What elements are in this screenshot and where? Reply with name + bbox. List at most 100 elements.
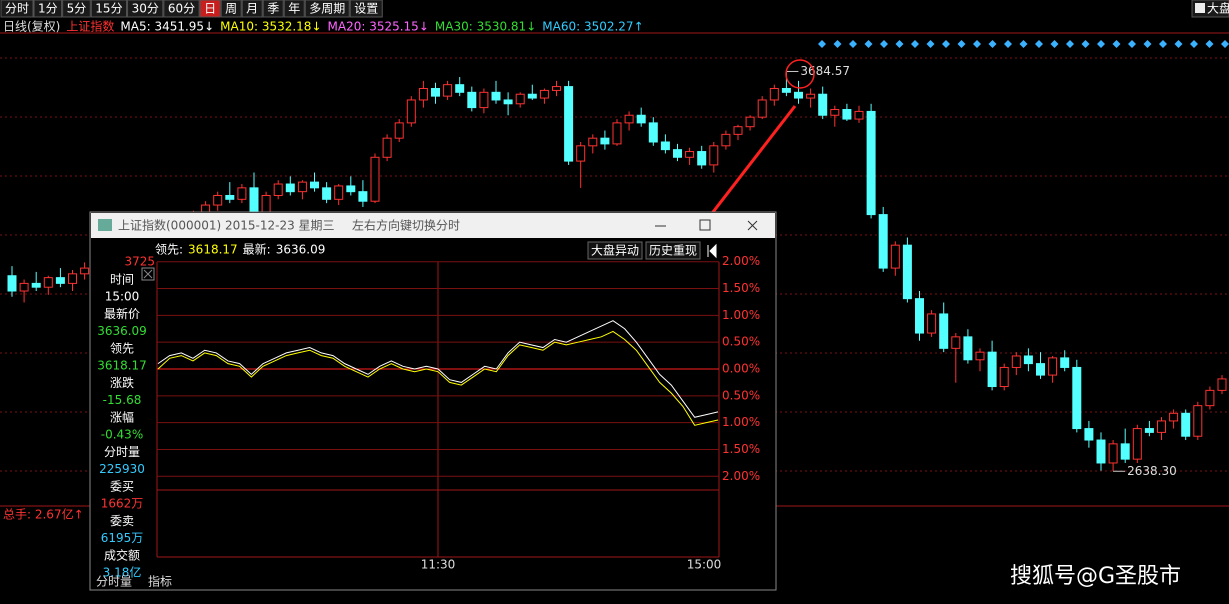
candle-body bbox=[1205, 389, 1215, 407]
candle-body bbox=[1144, 428, 1154, 433]
signal-diamond bbox=[957, 40, 966, 48]
toolbar-tab[interactable] bbox=[33, 0, 63, 18]
x-tick-label: 11:30 bbox=[421, 558, 456, 572]
candle-body bbox=[1096, 439, 1106, 464]
candle-body bbox=[334, 185, 344, 200]
candle-body bbox=[866, 110, 876, 216]
toolbar-tab[interactable] bbox=[304, 0, 350, 18]
candle-body bbox=[80, 267, 90, 275]
signal-diamond bbox=[988, 40, 997, 48]
candle-body bbox=[745, 116, 755, 128]
price-label: 3725 bbox=[124, 255, 155, 269]
panel-tab[interactable]: 分时量 bbox=[96, 575, 132, 589]
toolbar-tab[interactable] bbox=[262, 0, 284, 18]
ma-label: MA20: 3525.15↓ bbox=[328, 20, 429, 34]
panel-label: 委买 bbox=[110, 480, 134, 494]
ma-label: MA60: 3502.27↑ bbox=[542, 20, 643, 34]
candle-body bbox=[322, 187, 332, 200]
signal-diamond bbox=[1097, 40, 1105, 48]
signal-diamond bbox=[1159, 40, 1167, 48]
panel-label: 涨幅 bbox=[110, 410, 134, 425]
candle-body bbox=[902, 244, 912, 300]
candle-body bbox=[491, 91, 501, 101]
ma-label: MA30: 3530.81↓ bbox=[435, 20, 536, 34]
toolbar-tab[interactable] bbox=[220, 0, 242, 18]
candle-body bbox=[467, 91, 477, 109]
low-label: 2638.30 bbox=[1127, 464, 1177, 478]
signal-markers bbox=[818, 40, 1229, 48]
panel-label: 领先 bbox=[110, 342, 134, 356]
candle-body bbox=[673, 149, 682, 158]
index-name: 上证指数 bbox=[66, 19, 114, 34]
candle-body bbox=[19, 282, 29, 292]
signal-diamond bbox=[818, 40, 826, 48]
close-button[interactable] bbox=[747, 220, 758, 231]
candle-body bbox=[406, 99, 416, 124]
toolbar-tab[interactable] bbox=[349, 0, 383, 18]
toolbar-tab-label: 5分 bbox=[67, 2, 87, 16]
candle-body bbox=[443, 84, 453, 97]
candle-body bbox=[431, 87, 440, 97]
maximize-button[interactable] bbox=[699, 219, 711, 231]
candle-body bbox=[927, 313, 937, 334]
candle-body bbox=[818, 93, 828, 116]
candle-body bbox=[1132, 428, 1142, 460]
signal-diamond bbox=[1205, 40, 1214, 48]
candle-body bbox=[1181, 412, 1191, 437]
panel-close[interactable] bbox=[141, 267, 155, 281]
y-tick-label: 1.50% bbox=[722, 281, 760, 295]
toolbar-tab-label: 日 bbox=[204, 2, 216, 16]
toolbar-tab-label: 多周期 bbox=[309, 2, 345, 16]
candle-body bbox=[394, 122, 404, 139]
toolbar-right-label: 大盘 bbox=[1207, 1, 1229, 16]
popup-button-label: 大盘异动 bbox=[591, 243, 639, 258]
toolbar-tab[interactable] bbox=[163, 0, 200, 18]
candle-body bbox=[963, 336, 973, 361]
candle-body bbox=[600, 137, 610, 145]
toolbar-tab[interactable] bbox=[90, 0, 128, 18]
candle-body bbox=[576, 145, 586, 162]
toolbar-tab[interactable] bbox=[283, 0, 305, 18]
highlight-circle bbox=[785, 59, 815, 89]
toolbar-tab[interactable] bbox=[0, 0, 34, 18]
candle-body bbox=[1060, 357, 1070, 368]
candle-body bbox=[1084, 428, 1094, 441]
signal-diamond bbox=[1019, 40, 1028, 48]
toolbar-tab[interactable] bbox=[241, 0, 263, 18]
y-tick-label: 1.00% bbox=[722, 415, 760, 429]
candle-body bbox=[297, 181, 307, 193]
signal-diamond bbox=[973, 40, 981, 48]
candle-body bbox=[346, 185, 356, 193]
intraday-line bbox=[157, 320, 719, 418]
candle-body bbox=[503, 99, 513, 105]
signal-diamond bbox=[1035, 40, 1043, 48]
toolbar-tab[interactable] bbox=[62, 0, 91, 18]
panel-label: 成交额 bbox=[104, 548, 140, 563]
nav-icon[interactable] bbox=[707, 243, 717, 259]
candle-body bbox=[68, 273, 77, 284]
intraday-line bbox=[157, 330, 719, 426]
candle-body bbox=[757, 99, 767, 118]
toolbar-tab-label: 周 bbox=[225, 2, 237, 16]
candle-body bbox=[358, 191, 368, 202]
ma-label: MA5: 3451.95↓ bbox=[120, 20, 214, 34]
toolbar-tab[interactable] bbox=[199, 0, 221, 18]
popup-frame bbox=[89, 211, 777, 591]
candle-body bbox=[854, 110, 864, 120]
candle-body bbox=[588, 137, 598, 147]
popup-button[interactable] bbox=[587, 241, 643, 260]
popup-button[interactable] bbox=[645, 241, 701, 260]
panel-value: 15:00 bbox=[105, 290, 140, 304]
candle-body bbox=[31, 282, 41, 288]
panel-label: 分时量 bbox=[104, 445, 140, 459]
candle-body bbox=[552, 86, 561, 91]
checkbox[interactable] bbox=[1195, 3, 1205, 13]
panel-tab[interactable]: 指标 bbox=[148, 574, 172, 589]
signal-diamond bbox=[895, 40, 904, 48]
panel-label: 最新价 bbox=[104, 306, 140, 321]
candle-body bbox=[709, 145, 719, 166]
toolbar-tab-label: 15分 bbox=[95, 2, 122, 16]
toolbar-tab[interactable] bbox=[127, 0, 164, 18]
